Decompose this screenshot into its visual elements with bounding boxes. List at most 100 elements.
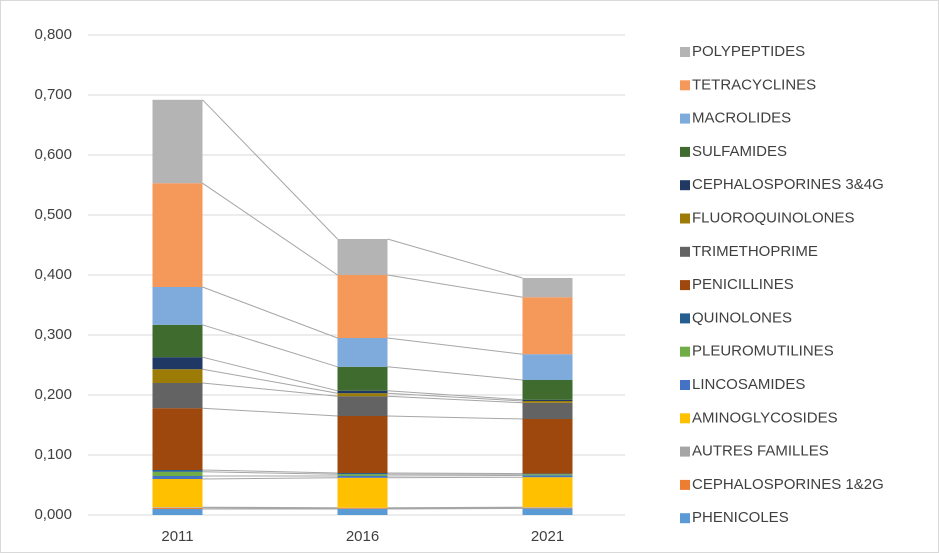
legend-label: FLUOROQUINOLONES [692,209,855,226]
bar-segment [152,408,203,470]
series-line [387,392,523,402]
bar-segment [337,476,388,478]
x-tick-label: 2021 [531,528,564,545]
series-line [387,506,523,509]
y-tick-label: 0,000 [34,506,72,523]
bar-segment [522,474,573,476]
y-tick-label: 0,400 [34,266,72,283]
legend-swatch [680,446,690,457]
y-tick-label: 0,500 [34,206,72,223]
bar-segment [522,297,573,355]
legend-label: LINCOSAMIDES [692,376,805,393]
series-line [202,407,338,417]
bar-segment [522,354,573,380]
series-line [387,390,523,401]
bar-segment [152,324,203,358]
legend-swatch [680,146,690,157]
legend-label: PHENICOLES [692,509,789,526]
bar-segment [522,507,573,508]
series-line [387,472,523,475]
legend-swatch [680,346,690,357]
legend-swatch [680,280,690,291]
bar-segment [522,477,573,508]
series-line [202,506,338,509]
bar-segment [522,475,573,478]
series-line [202,182,338,276]
series-line [387,366,523,381]
bar-segment [337,473,388,475]
bar-segment [522,402,573,419]
legend-swatch [680,80,690,91]
series-line [387,337,523,355]
bar-segment [152,99,203,184]
bar-segment [522,473,573,475]
bar-segment [152,470,203,472]
legend-label: QUINOLONES [692,309,792,326]
series-line [202,356,338,392]
series-line [202,368,338,394]
bar-segment [522,507,573,509]
legend-label: MACROLIDES [692,110,791,127]
series-line [202,477,338,480]
series-line [387,238,523,279]
legend-label: CEPHALOSPORINES 1&2G [692,476,884,493]
legend-swatch [680,47,690,57]
bar-segment [152,471,203,476]
bar-segment [152,369,203,383]
bar-segment [337,508,388,509]
series-line [387,274,523,298]
series-line [202,469,338,474]
series-line [387,415,523,420]
y-tick-label: 0,300 [34,326,72,343]
bar-segment [337,366,388,391]
bar-segment [522,419,573,474]
bar-segment [522,380,573,400]
y-tick-label: 0,100 [34,446,72,463]
bar-segment [337,507,388,509]
legend-swatch [680,313,690,324]
series-line [387,507,523,510]
legend-label: CEPHALOSPORINES 3&4G [692,176,884,193]
bar-segment [337,477,388,508]
bar-segment [337,338,388,367]
y-tick-label: 0,700 [34,86,72,103]
bar-segment [152,507,203,508]
bar-segment [152,476,203,479]
series-line [387,507,523,509]
x-tick-label: 2011 [161,528,193,545]
bar-segment [337,509,388,515]
bar-segment [152,287,203,325]
series-line [202,324,338,368]
legend-label: SULFAMIDES [692,143,787,160]
bar-segment [337,396,388,416]
series-line [202,471,338,475]
legend-label: PLEUROMUTILINES [692,343,834,360]
x-tick-label: 2016 [346,528,379,545]
legend-label: PENICILLINES [692,276,794,293]
y-tick-label: 0,200 [34,386,72,403]
legend-swatch [680,213,690,224]
bar-segment [337,393,388,397]
legend-swatch [680,513,690,524]
legend-swatch [680,180,690,191]
series-line [202,382,338,397]
legend-swatch [680,246,690,257]
bar-segment [152,507,203,509]
bar-segment [522,508,573,515]
series-line [202,286,338,339]
series-line [387,474,523,477]
bar-segment [522,278,573,298]
y-tick-label: 0,600 [34,146,72,163]
bar-segment [152,509,203,515]
bar-segment [337,390,388,394]
legend-swatch [680,479,690,490]
series-line [387,476,523,479]
bar-segment [522,401,573,403]
y-tick-label: 0,800 [34,26,72,43]
bar-segment [337,239,388,275]
legend-swatch [680,113,690,124]
series-line [202,507,338,509]
legend-label: AUTRES FAMILLES [692,443,829,460]
